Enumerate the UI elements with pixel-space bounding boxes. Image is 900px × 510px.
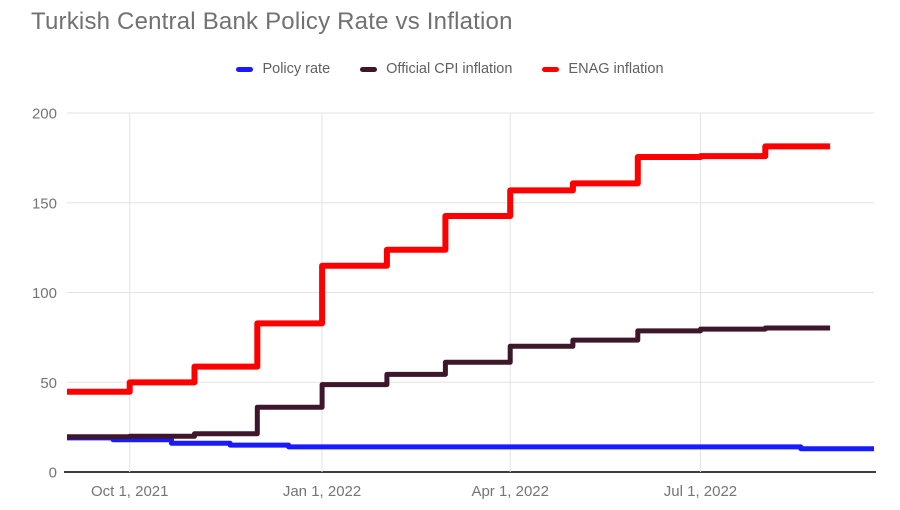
legend-label: ENAG inflation bbox=[568, 61, 664, 77]
chart-legend: Policy rate Official CPI inflation ENAG in… bbox=[0, 58, 900, 80]
y-tick-label-200: 200 bbox=[32, 106, 57, 123]
legend-swatch-icon bbox=[360, 66, 378, 72]
chart-title: Turkish Central Bank Policy Rate vs Infl… bbox=[31, 8, 513, 35]
chart-plot-area: 0 50 100 150 200 Oct 1, 2021 Jan 1, 2022 Apr 1,… bbox=[32, 106, 876, 500]
y-tick-label-150: 150 bbox=[32, 195, 57, 212]
legend-item-official-cpi-inflation: Official CPI inflation bbox=[360, 61, 512, 77]
x-tick-label-oct-1-2021: Oct 1, 2021 bbox=[91, 483, 169, 500]
series-line-enag-inflation bbox=[67, 143, 831, 395]
legend-swatch-icon bbox=[542, 66, 560, 72]
x-tick-label-jan-1-2022: Jan 1, 2022 bbox=[283, 483, 361, 500]
x-tick-label-apr-1-2022: Apr 1, 2022 bbox=[471, 483, 549, 500]
legend-label: Policy rate bbox=[262, 61, 331, 77]
legend-swatch-icon bbox=[236, 66, 254, 72]
series-line-official-cpi-inflation bbox=[67, 325, 831, 440]
legend-item-enag-inflation: ENAG inflation bbox=[542, 61, 664, 77]
legend-label: Official CPI inflation bbox=[386, 61, 513, 77]
legend-item-policy-rate: Policy rate bbox=[236, 61, 330, 77]
x-tick-label-jul-1-2022: Jul 1, 2022 bbox=[664, 483, 737, 500]
y-tick-label-100: 100 bbox=[32, 285, 57, 302]
series-line-policy-rate bbox=[67, 435, 874, 452]
y-tick-label-50: 50 bbox=[40, 375, 57, 392]
y-tick-label-0: 0 bbox=[49, 465, 57, 482]
